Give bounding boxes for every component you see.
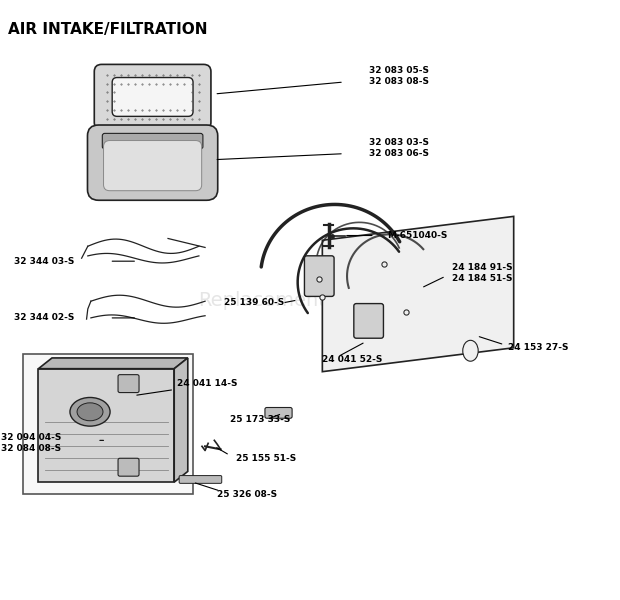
Ellipse shape	[77, 403, 103, 421]
Text: 32 344 03-S: 32 344 03-S	[14, 257, 74, 266]
Text: 25 155 51-S: 25 155 51-S	[236, 454, 296, 463]
FancyBboxPatch shape	[94, 64, 211, 130]
FancyBboxPatch shape	[87, 125, 218, 200]
Polygon shape	[38, 368, 174, 482]
FancyBboxPatch shape	[112, 77, 193, 116]
Text: 24 041 14-S: 24 041 14-S	[177, 379, 238, 388]
Ellipse shape	[463, 340, 478, 361]
FancyBboxPatch shape	[304, 256, 334, 296]
Text: 24 184 91-S
24 184 51-S: 24 184 91-S 24 184 51-S	[452, 263, 513, 283]
Text: 24 153 27-S: 24 153 27-S	[508, 343, 568, 352]
Text: ReplacementParts.com: ReplacementParts.com	[198, 290, 422, 310]
FancyBboxPatch shape	[118, 458, 139, 476]
Text: 32 094 04-S
32 084 08-S: 32 094 04-S 32 084 08-S	[1, 433, 62, 454]
Text: 32 083 05-S
32 083 08-S: 32 083 05-S 32 083 08-S	[369, 66, 428, 86]
FancyBboxPatch shape	[265, 407, 292, 418]
Text: 32 344 02-S: 32 344 02-S	[14, 313, 74, 322]
Text: 25 326 08-S: 25 326 08-S	[218, 490, 278, 499]
Text: 24 041 52-S: 24 041 52-S	[322, 355, 383, 364]
Polygon shape	[38, 358, 188, 368]
Text: 25 173 33-S: 25 173 33-S	[230, 415, 290, 424]
FancyBboxPatch shape	[104, 140, 202, 191]
FancyBboxPatch shape	[354, 304, 383, 338]
FancyBboxPatch shape	[179, 476, 222, 484]
Text: M-651040-S: M-651040-S	[387, 231, 448, 240]
Polygon shape	[322, 217, 514, 371]
FancyBboxPatch shape	[102, 133, 203, 149]
Ellipse shape	[70, 397, 110, 426]
Text: AIR INTAKE/FILTRATION: AIR INTAKE/FILTRATION	[7, 22, 207, 37]
Polygon shape	[174, 358, 188, 482]
Text: 32 083 03-S
32 083 06-S: 32 083 03-S 32 083 06-S	[369, 137, 428, 158]
Bar	[23, 354, 193, 494]
FancyBboxPatch shape	[118, 374, 139, 392]
Text: 25 139 60-S: 25 139 60-S	[224, 298, 284, 307]
